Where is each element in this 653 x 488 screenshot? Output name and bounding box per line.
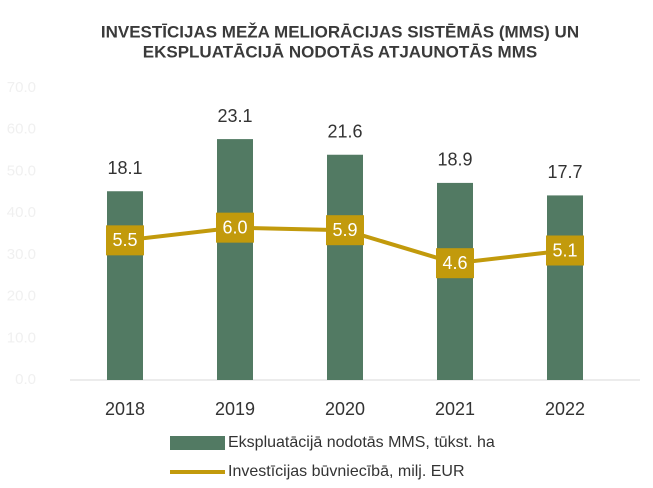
bar-value-label: 18.9 — [437, 150, 472, 170]
legend-label: Investīcijas būvniecībā, milj. EUR — [228, 463, 465, 480]
bar-value-label: 21.6 — [327, 121, 362, 141]
y-tick-label: 60.0 — [7, 121, 36, 138]
bar — [547, 195, 583, 380]
line-label-box — [546, 235, 584, 266]
y-tick-label: 10.0 — [7, 329, 36, 346]
line-label-box — [436, 248, 474, 279]
x-tick-label: 2022 — [545, 399, 585, 419]
line-value-label: 5.9 — [332, 220, 357, 240]
line-value-label: 6.0 — [222, 217, 247, 237]
line-label-box — [216, 212, 254, 243]
line-label-box — [326, 215, 364, 246]
line-label-box — [106, 225, 144, 256]
x-tick-label: 2018 — [105, 399, 145, 419]
bar — [437, 182, 473, 380]
bar — [327, 154, 363, 380]
y-tick-label: 0.0 — [15, 371, 36, 388]
y-tick-label: 30.0 — [7, 246, 36, 263]
bar-value-label: 23.1 — [217, 106, 252, 126]
bar-value-label: 17.7 — [547, 162, 582, 182]
x-tick-label: 2020 — [325, 399, 365, 419]
x-tick-label: 2019 — [215, 399, 255, 419]
y-tick-label: 40.0 — [7, 204, 36, 221]
bar — [107, 191, 143, 380]
y-tick-label: 70.0 — [7, 79, 36, 96]
y-tick-label: 50.0 — [7, 162, 36, 179]
line-value-label: 4.6 — [442, 253, 467, 273]
x-tick-label: 2021 — [435, 399, 475, 419]
y-tick-label: 20.0 — [7, 288, 36, 305]
chart-title: EKSPLUATĀCIJĀ NODOTĀS ATJAUNOTĀS MMS — [143, 42, 537, 61]
legend-label: Ekspluatācijā nodotās MMS, tūkst. ha — [228, 434, 495, 451]
legend-swatch — [170, 436, 225, 450]
bar-value-label: 18.1 — [107, 158, 142, 178]
bar — [217, 139, 253, 380]
chart-title: INVESTĪCIJAS MEŽA MELIORĀCIJAS SISTĒMĀS … — [101, 22, 579, 41]
line-value-label: 5.1 — [552, 240, 577, 260]
line-value-label: 5.5 — [112, 230, 137, 250]
